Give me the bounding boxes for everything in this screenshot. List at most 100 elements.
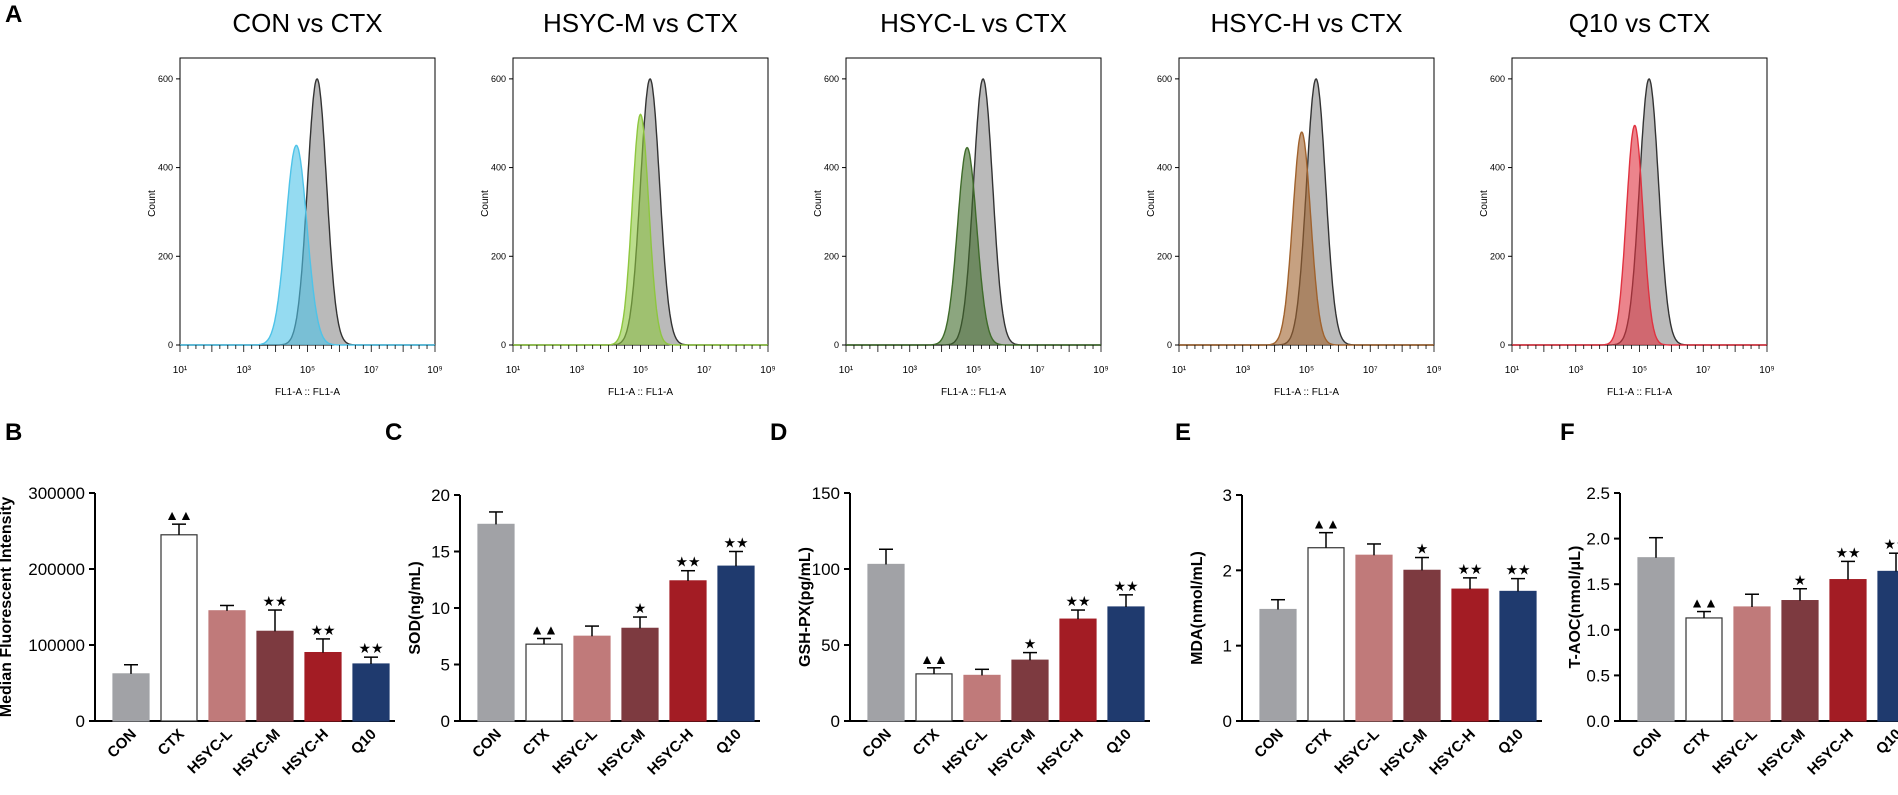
bar-HSYC-H bbox=[1451, 588, 1489, 722]
bar-Q10 bbox=[1107, 606, 1145, 722]
x-tick-label-HSYC-L: HSYC-L bbox=[549, 726, 601, 778]
significance-mark-Q10: ★★ bbox=[358, 640, 383, 656]
y-tick-label: 600 bbox=[158, 74, 173, 84]
x-tick-label: 10¹ bbox=[506, 365, 521, 376]
y-tick-label: 0 bbox=[831, 712, 840, 731]
y-tick-label: 2.5 bbox=[1586, 484, 1610, 503]
significance-mark-CTX: ▲▲ bbox=[530, 622, 558, 638]
y-tick-label: 50 bbox=[821, 636, 840, 655]
x-tick-label-HSYC-L: HSYC-L bbox=[939, 726, 991, 778]
y-tick-label: 20 bbox=[431, 486, 450, 505]
x-tick-label: 10¹ bbox=[839, 365, 854, 376]
bar-Q10 bbox=[1499, 590, 1537, 722]
x-tick-label-Q10: Q10 bbox=[348, 726, 380, 758]
x-tick-label-HSYC-M: HSYC-M bbox=[230, 726, 284, 780]
y-tick-label: 200 bbox=[158, 251, 173, 261]
bar-HSYC-M bbox=[1781, 600, 1819, 722]
significance-mark-HSYC-H: ★★ bbox=[1065, 593, 1090, 609]
bar-HSYC-L bbox=[1733, 606, 1771, 722]
significance-mark-HSYC-M: ★ bbox=[1024, 636, 1037, 652]
histogram-panel-1: CON vs CTX 0 200 400 600 Count 10¹ 10³ 10⁵ 10⁷ 10⁹… bbox=[147, 8, 443, 398]
x-tick-label-Q10: Q10 bbox=[1873, 726, 1898, 758]
significance-mark-Q10: ★★ bbox=[1883, 536, 1898, 552]
y-tick-label: 600 bbox=[1490, 74, 1505, 84]
histogram-fill-HSYC-H bbox=[1179, 132, 1434, 345]
significance-mark-Q10: ★★ bbox=[1113, 578, 1138, 594]
histogram-fill-HSYC-M bbox=[513, 114, 768, 346]
y-tick-label: 15 bbox=[431, 543, 450, 562]
bar-CON bbox=[867, 563, 905, 722]
y-tick-label: 1 bbox=[1223, 637, 1232, 656]
x-tick-label-HSYC-M: HSYC-M bbox=[985, 726, 1039, 780]
x-tick-label: 10⁷ bbox=[364, 365, 379, 376]
y-tick-label: 200 bbox=[491, 251, 506, 261]
bar-Q10 bbox=[1877, 570, 1898, 722]
significance-mark-HSYC-M: ★ bbox=[1416, 541, 1429, 557]
significance-mark-CTX: ▲▲ bbox=[1690, 595, 1718, 611]
bar-CTX bbox=[1685, 617, 1723, 722]
x-tick-label-CON: CON bbox=[1251, 726, 1287, 762]
panel-label-D: D bbox=[770, 419, 787, 446]
y-axis-label: Count bbox=[147, 190, 158, 217]
y-tick-label: 200 bbox=[1157, 251, 1172, 261]
panel-label-A: A bbox=[5, 1, 22, 28]
x-tick-label: 10¹ bbox=[173, 365, 188, 376]
y-tick-label: 400 bbox=[158, 163, 173, 173]
x-tick-label-Q10: Q10 bbox=[1495, 726, 1527, 758]
x-tick-label-HSYC-M: HSYC-M bbox=[1377, 726, 1431, 780]
bar-HSYC-H bbox=[669, 580, 707, 722]
x-axis-label: FL1-A :: FL1-A bbox=[608, 387, 673, 398]
y-tick-label: 10 bbox=[431, 599, 450, 618]
bar-HSYC-H bbox=[1059, 618, 1097, 722]
y-tick-label: 2.0 bbox=[1586, 530, 1610, 549]
histogram-fill-CON bbox=[180, 145, 435, 345]
bar-HSYC-H bbox=[1829, 579, 1867, 722]
x-tick-label: 10¹ bbox=[1172, 365, 1187, 376]
x-axis-label: FL1-A :: FL1-A bbox=[1607, 387, 1672, 398]
x-tick-label-CON: CON bbox=[1629, 726, 1665, 762]
bar-CON bbox=[1637, 557, 1675, 722]
x-tick-label: 10⁵ bbox=[1632, 365, 1647, 376]
significance-mark-HSYC-M: ★ bbox=[634, 600, 647, 616]
y-axis-label: Count bbox=[480, 190, 491, 217]
x-tick-label-HSYC-L: HSYC-L bbox=[184, 726, 236, 778]
y-tick-label: 200 bbox=[824, 251, 839, 261]
y-tick-label: 0 bbox=[76, 712, 85, 731]
y-axis-label: Count bbox=[1146, 190, 1157, 217]
y-axis-label: MDA(nmol/mL) bbox=[1189, 551, 1206, 665]
bar-HSYC-L bbox=[573, 635, 611, 722]
histogram-line-Q10 bbox=[1512, 124, 1767, 346]
bar-CON bbox=[477, 523, 515, 722]
y-tick-label: 0.5 bbox=[1586, 666, 1610, 685]
y-tick-label: 1.5 bbox=[1586, 575, 1610, 594]
x-tick-label: 10¹ bbox=[1505, 365, 1520, 376]
bar-HSYC-M bbox=[1403, 569, 1441, 722]
x-tick-label-HSYC-H: HSYC-H bbox=[279, 726, 332, 779]
histogram-panel-3: HSYC-L vs CTX 0 200 400 600 Count 10¹ 10³ 10⁵ 10⁷… bbox=[813, 8, 1109, 398]
x-tick-label-HSYC-H: HSYC-H bbox=[1034, 726, 1087, 779]
bar-Q10 bbox=[717, 565, 755, 722]
histogram-line-HSYC-M bbox=[513, 113, 768, 346]
x-tick-label: 10⁷ bbox=[697, 365, 712, 376]
x-axis-label: FL1-A :: FL1-A bbox=[1274, 387, 1339, 398]
histogram-title: CON vs CTX bbox=[232, 8, 382, 38]
x-tick-label-CTX: CTX bbox=[910, 726, 943, 759]
significance-mark-CTX: ▲▲ bbox=[165, 507, 193, 523]
y-tick-label: 2 bbox=[1223, 561, 1232, 580]
x-tick-label: 10³ bbox=[1236, 365, 1251, 376]
y-tick-label: 200 bbox=[1490, 251, 1505, 261]
x-tick-label: 10⁵ bbox=[1299, 365, 1314, 376]
bar-CTX bbox=[1307, 547, 1345, 722]
bar-chart-F: 0.0 0.5 1.0 1.5 2.0 2.5 T-AOC(nmol/μL) CON ▲▲ CTX… bbox=[1567, 484, 1898, 780]
x-tick-label-HSYC-H: HSYC-H bbox=[1426, 726, 1479, 779]
y-tick-label: 1.0 bbox=[1586, 621, 1610, 640]
x-tick-label-HSYC-L: HSYC-L bbox=[1331, 726, 1383, 778]
histogram-title: Q10 vs CTX bbox=[1569, 8, 1711, 38]
x-tick-label-CON: CON bbox=[469, 726, 505, 762]
y-tick-label: 0 bbox=[441, 712, 450, 731]
bar-HSYC-M bbox=[1011, 659, 1049, 722]
significance-mark-HSYC-M: ★★ bbox=[262, 593, 287, 609]
x-tick-label: 10⁹ bbox=[1093, 365, 1108, 376]
